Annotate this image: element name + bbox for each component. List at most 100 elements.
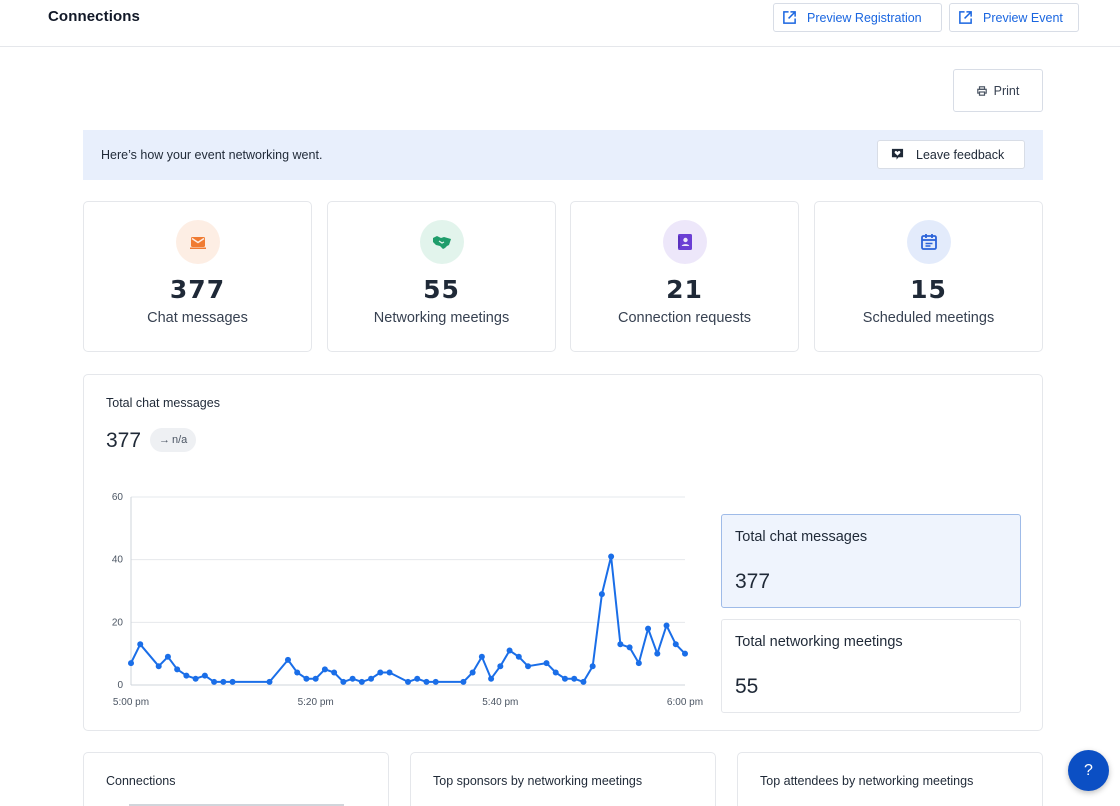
data-point <box>423 678 430 685</box>
handshake-icon <box>432 236 451 249</box>
data-point <box>266 678 273 685</box>
stat-icon-bg <box>662 220 707 264</box>
chart-card-title: Total chat messages <box>106 396 220 410</box>
x-tick-label: 6:00 pm <box>667 697 703 708</box>
preview-registration-label: Preview Registration <box>807 10 922 25</box>
data-point <box>460 678 467 685</box>
x-tick-label: 5:40 pm <box>482 697 518 708</box>
data-point <box>340 678 347 685</box>
summary-card-label: Total networking meetings <box>735 634 903 650</box>
preview-event-label: Preview Event <box>983 10 1063 25</box>
stat-value: 15 <box>910 275 947 304</box>
data-point <box>663 622 670 629</box>
banner-text: Here’s how your event networking went. <box>101 148 323 162</box>
stat-icon-bg <box>175 220 220 264</box>
stat-label: Networking meetings <box>373 310 510 326</box>
y-tick-label: 0 <box>117 680 123 691</box>
data-point <box>515 653 522 660</box>
y-tick-label: 20 <box>112 617 124 628</box>
help-button[interactable]: ? <box>1068 750 1109 791</box>
preview-event-button[interactable]: Preview Event <box>949 3 1079 32</box>
data-point <box>229 678 236 685</box>
data-point <box>164 653 171 660</box>
data-point <box>294 669 301 676</box>
delta-value: n/a <box>172 434 188 446</box>
top-bar: Connections Preview Registration Preview… <box>0 0 1120 47</box>
data-point <box>682 650 688 657</box>
data-point <box>155 663 162 670</box>
preview-registration-button[interactable]: Preview Registration <box>773 3 942 32</box>
x-tick-label: 5:00 pm <box>113 697 149 708</box>
data-point <box>497 663 504 670</box>
stat-icon-bg <box>906 220 951 264</box>
feedback-heart-icon <box>891 148 904 160</box>
data-point <box>377 669 384 676</box>
data-point <box>561 675 568 682</box>
data-point <box>284 656 291 663</box>
data-point <box>580 678 587 685</box>
data-point <box>137 641 144 648</box>
networking-banner: Here’s how your event networking went. L… <box>83 130 1043 180</box>
stat-card-chat-messages: 377 Chat messages <box>83 201 312 352</box>
external-link-icon <box>959 11 972 24</box>
print-label: Print <box>993 83 1020 98</box>
y-tick-label: 40 <box>112 555 124 566</box>
data-point <box>331 669 338 676</box>
summary-card-label: Total chat messages <box>735 529 868 545</box>
data-point <box>414 675 421 682</box>
line-chart: 0 20 40 60 5:00 pm 5:20 pm 5:40 pm 6:00 pm <box>112 492 703 708</box>
chart-card-value: 377 <box>106 429 142 452</box>
data-point <box>368 675 375 682</box>
data-point <box>543 660 550 667</box>
print-button[interactable]: Print <box>953 69 1043 112</box>
data-point <box>312 675 319 682</box>
top-sponsors-card: Top sponsors by networking meetings <box>410 752 716 806</box>
data-point <box>220 678 227 685</box>
data-point <box>386 669 393 676</box>
data-point <box>349 675 356 682</box>
data-point <box>183 672 190 679</box>
top-attendees-card: Top attendees by networking meetings <box>737 752 1043 806</box>
divider <box>129 804 344 806</box>
data-point <box>617 641 624 648</box>
card-title: Top sponsors by networking meetings <box>433 774 643 788</box>
data-point <box>488 675 495 682</box>
external-link-icon <box>783 11 796 24</box>
data-point <box>598 591 605 598</box>
data-point <box>405 678 411 685</box>
summary-card-value: 377 <box>735 570 771 593</box>
data-point <box>552 669 559 676</box>
calendar-icon <box>920 234 937 250</box>
stat-label: Chat messages <box>147 310 248 326</box>
data-point <box>303 675 310 682</box>
data-point <box>478 653 485 660</box>
chat-messages-chart-card: Total chat messages 377 → n/a 0 20 40 60 5:0… <box>83 374 1043 731</box>
card-title: Top attendees by networking meetings <box>760 774 974 788</box>
printer-icon <box>976 85 987 96</box>
leave-feedback-label: Leave feedback <box>916 147 1005 162</box>
connections-card: Connections <box>83 752 389 806</box>
data-point <box>321 666 328 673</box>
arrow-right-icon: → <box>159 434 170 446</box>
data-point <box>358 678 365 685</box>
x-tick-label: 5:20 pm <box>298 697 334 708</box>
page-title: Connections <box>48 8 140 25</box>
summary-card-chat-messages[interactable]: Total chat messages 377 <box>721 514 1021 608</box>
stat-value: 21 <box>666 275 703 304</box>
leave-feedback-button[interactable]: Leave feedback <box>877 140 1025 169</box>
stat-value: 377 <box>169 275 226 304</box>
mail-icon <box>189 237 206 249</box>
delta-badge: → n/a <box>150 428 197 452</box>
data-point <box>672 641 679 648</box>
data-point <box>201 672 208 679</box>
data-point <box>626 644 633 651</box>
series-line <box>130 555 686 683</box>
data-point <box>608 553 615 560</box>
data-point <box>469 669 476 676</box>
data-point <box>211 678 218 685</box>
card-title: Connections <box>106 774 176 788</box>
data-point <box>432 678 439 685</box>
stat-card-networking-meetings: 55 Networking meetings <box>327 201 556 352</box>
data-point <box>571 675 578 682</box>
summary-card-networking-meetings[interactable]: Total networking meetings 55 <box>721 619 1021 713</box>
